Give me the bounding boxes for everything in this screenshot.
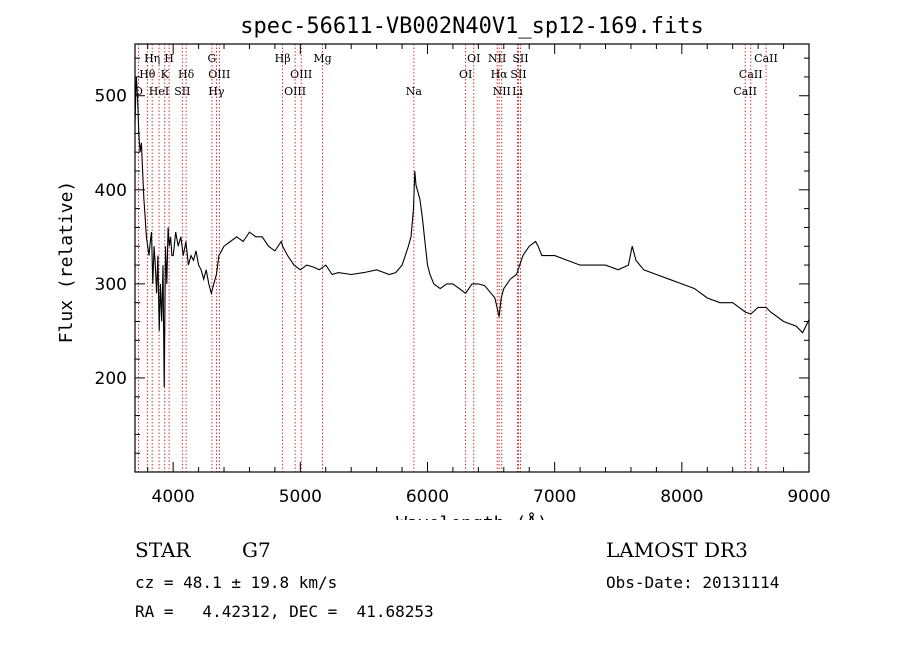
y-tick-label: 300 bbox=[95, 275, 127, 295]
x-tick-label: 5000 bbox=[279, 487, 322, 507]
x-axis-ticks: 4000 5000 6000 7000 8000 9000 bbox=[147, 44, 831, 507]
spectral-line-markers bbox=[138, 44, 767, 472]
spectral-line-label: NII bbox=[493, 85, 511, 98]
flux-series-line bbox=[134, 76, 810, 388]
x-tick-label: 8000 bbox=[660, 487, 703, 507]
spectral-line-label: Mg bbox=[313, 52, 331, 65]
spectral-line-label: Li bbox=[512, 85, 523, 98]
x-axis-label: Wavelength (Å) bbox=[396, 512, 548, 520]
spectral-line-label: OI bbox=[467, 52, 480, 65]
coordinates-readout: RA = 4.42312, DEC = 41.68253 bbox=[135, 602, 434, 621]
spectral-subclass: G7 bbox=[242, 538, 271, 562]
spectral-line-label: O bbox=[134, 85, 143, 98]
spectral-line-label: Hδ bbox=[178, 68, 195, 81]
y-tick-label: 200 bbox=[95, 369, 127, 389]
spectral-line-label: CaII bbox=[754, 52, 778, 65]
object-class: STAR bbox=[135, 538, 191, 562]
y-axis-ticks: 200 300 400 500 bbox=[95, 57, 809, 454]
spectral-line-label: SII bbox=[510, 68, 526, 81]
y-axis-label: Flux (relative) bbox=[56, 181, 77, 344]
x-tick-label: 6000 bbox=[406, 487, 449, 507]
x-tick-label: 7000 bbox=[533, 487, 576, 507]
obs-date-readout: Obs-Date: 20131114 bbox=[606, 573, 780, 592]
spectral-line-label: OIII bbox=[284, 85, 306, 98]
spectral-line-label: Hη bbox=[144, 52, 160, 65]
spectral-line-label: Na bbox=[406, 85, 423, 98]
spectrum-chart: spec-56611-VB002N40V1_sp12-169.fits Hη HH… bbox=[56, 14, 831, 520]
spectral-line-label: Hβ bbox=[275, 52, 291, 65]
spectral-line-label: Hθ bbox=[139, 68, 156, 81]
spectral-line-label: OIII bbox=[208, 68, 230, 81]
spectral-line-label: NII bbox=[488, 52, 506, 65]
spectral-line-label: CaII bbox=[739, 68, 763, 81]
spectral-line-labels: Hη HHθ KO HeI SIIHδGOIIIHγHβOIIIOIIIMgNaOIOI… bbox=[134, 52, 778, 98]
chart-title: spec-56611-VB002N40V1_sp12-169.fits bbox=[240, 14, 704, 39]
spectral-line-label: H bbox=[164, 52, 174, 65]
spectral-line-label: OIII bbox=[290, 68, 312, 81]
redshift-readout: cz = 48.1 ± 19.8 km/s bbox=[135, 573, 338, 592]
spectral-line-label: G bbox=[208, 52, 217, 65]
spectral-line-label: Hγ bbox=[208, 85, 225, 98]
spectral-line-label: SII bbox=[512, 52, 528, 65]
spectral-line-label: Hα bbox=[491, 68, 509, 81]
spectral-line-label: OI bbox=[459, 68, 472, 81]
survey-name: LAMOST DR3 bbox=[606, 538, 748, 562]
spectral-line-label: K bbox=[161, 68, 170, 81]
x-tick-label: 9000 bbox=[787, 487, 830, 507]
plot-frame bbox=[134, 43, 810, 473]
y-tick-label: 400 bbox=[95, 181, 127, 201]
y-tick-label: 500 bbox=[95, 87, 127, 107]
spectral-line-label: SII bbox=[174, 85, 190, 98]
spectral-line-label: HeI bbox=[149, 85, 169, 98]
x-tick-label: 4000 bbox=[152, 487, 195, 507]
spectral-line-label: CaII bbox=[733, 85, 757, 98]
